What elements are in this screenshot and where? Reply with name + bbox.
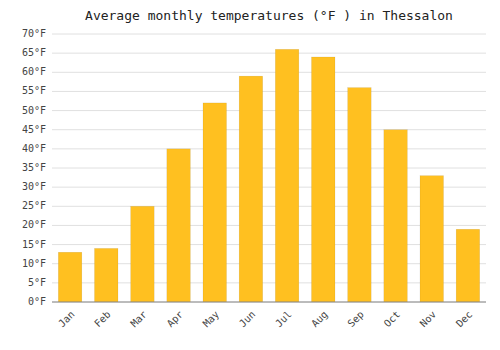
bar	[239, 76, 263, 302]
grid-line	[52, 91, 486, 92]
grid-line	[52, 168, 486, 169]
x-tick-label: Sep	[345, 309, 366, 330]
y-tick-label: 20°F	[22, 219, 46, 230]
grid	[52, 34, 486, 302]
bar	[456, 229, 480, 302]
y-tick-label: 50°F	[22, 105, 46, 116]
y-tick-label: 0°F	[28, 296, 46, 307]
y-tick-label: 5°F	[28, 277, 46, 288]
y-tick-label: 15°F	[22, 239, 46, 250]
bar	[58, 252, 82, 302]
x-tick-label: Mar	[128, 309, 149, 330]
y-tick-label: 40°F	[22, 143, 46, 154]
x-tick-label: Jan	[56, 309, 77, 330]
y-tick-label: 45°F	[22, 124, 46, 135]
y-tick-label: 70°F	[22, 28, 46, 39]
x-tick-label: Dec	[454, 309, 475, 330]
y-tick-label: 60°F	[22, 66, 46, 77]
grid-line	[52, 110, 486, 111]
y-tick-label: 30°F	[22, 181, 46, 192]
y-tick-label: 35°F	[22, 162, 46, 173]
grid-line	[52, 302, 486, 303]
bar	[131, 206, 155, 302]
bar	[311, 57, 335, 302]
x-tick-label: Apr	[165, 309, 186, 330]
x-tick-label: Aug	[309, 309, 330, 330]
grid-line	[52, 129, 486, 130]
y-tick-label: 10°F	[22, 258, 46, 269]
title: Average monthly temperatures (°F ) in Th…	[85, 8, 453, 23]
x-tick-label: May	[201, 309, 222, 330]
bar	[203, 103, 227, 302]
x-tick-label: Jun	[237, 309, 258, 330]
x-tick-label: Feb	[92, 309, 113, 330]
grid-line	[52, 34, 486, 35]
bar	[167, 149, 191, 302]
y-tick-label: 25°F	[22, 200, 46, 211]
y-tick-label: 55°F	[22, 85, 46, 96]
bar	[384, 130, 408, 302]
bar	[348, 88, 372, 302]
grid-line	[52, 148, 486, 149]
x-axis	[52, 302, 486, 303]
x-tick-label: Nov	[418, 309, 439, 330]
x-tick-label: Oct	[382, 309, 403, 330]
grid-line	[52, 72, 486, 73]
x-tick-label: Jul	[273, 309, 294, 330]
grid-line	[52, 53, 486, 54]
chart: Average monthly temperatures (°F ) in Th…	[0, 0, 500, 350]
y-tick-label: 65°F	[22, 47, 46, 58]
bar	[94, 248, 118, 302]
bars	[58, 49, 479, 302]
bar	[420, 176, 444, 302]
bar	[275, 49, 299, 302]
